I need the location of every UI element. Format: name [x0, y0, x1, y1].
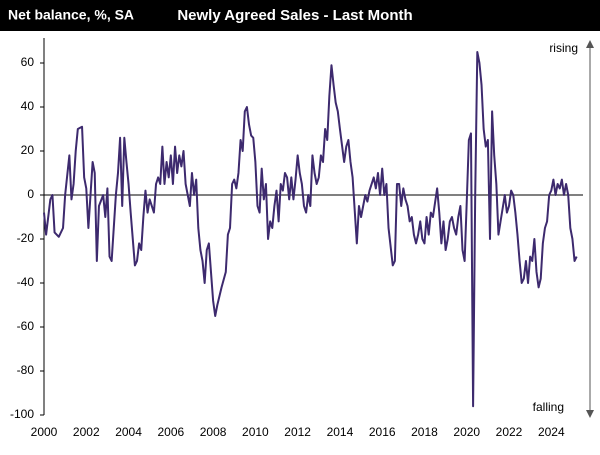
x-tick-label: 2020	[453, 425, 480, 439]
y-tick-label: -80	[17, 363, 35, 377]
y-tick-label: -60	[17, 319, 35, 333]
x-tick-label: 2010	[242, 425, 269, 439]
header-bar	[0, 0, 600, 31]
x-tick-label: 2018	[411, 425, 438, 439]
y-tick-label: 40	[21, 99, 35, 113]
x-tick-label: 2016	[369, 425, 396, 439]
x-tick-label: 2002	[73, 425, 100, 439]
annotation: rising	[549, 41, 578, 55]
x-tick-label: 2014	[327, 425, 354, 439]
y-tick-label: -40	[17, 275, 35, 289]
y-axis-label: Net balance, %, SA	[8, 7, 134, 23]
y-tick-label: 0	[27, 187, 34, 201]
y-tick-label: 20	[21, 143, 35, 157]
y-tick-label: -20	[17, 231, 35, 245]
annotation: falling	[533, 400, 564, 414]
x-tick-label: 2012	[284, 425, 311, 439]
chart-title: Newly Agreed Sales - Last Month	[177, 7, 412, 24]
x-tick-label: 2024	[538, 425, 565, 439]
data-line	[43, 51, 578, 408]
y-tick-label: 60	[21, 55, 35, 69]
x-tick-label: 2004	[115, 425, 142, 439]
x-tick-label: 2006	[157, 425, 184, 439]
x-tick-label: 2008	[200, 425, 227, 439]
y-tick-label: -100	[10, 407, 34, 421]
x-tick-label: 2000	[31, 425, 58, 439]
x-tick-label: 2022	[496, 425, 523, 439]
